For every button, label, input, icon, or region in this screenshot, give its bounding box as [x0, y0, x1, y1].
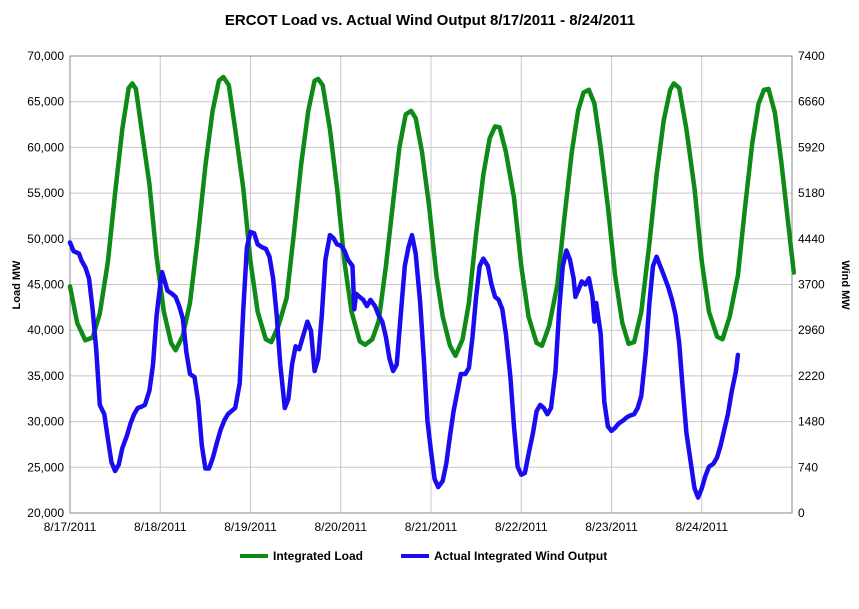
left-tick-label: 35,000 [27, 369, 64, 383]
right-tick-label: 5180 [798, 186, 825, 200]
chart-title: ERCOT Load vs. Actual Wind Output 8/17/2… [225, 12, 635, 29]
left-tick-label: 55,000 [27, 186, 64, 200]
left-tick-label: 60,000 [27, 140, 64, 154]
left-tick-label: 50,000 [27, 232, 64, 246]
right-tick-label: 3700 [798, 278, 825, 292]
x-tick-label: 8/22/2011 [495, 520, 548, 534]
left-tick-label: 40,000 [27, 323, 64, 337]
legend-label-integrated-load: Integrated Load [273, 549, 363, 563]
legend-label-wind-output: Actual Integrated Wind Output [434, 549, 607, 563]
series-line-0 [67, 74, 797, 359]
right-axis-label: Wind MW [839, 260, 851, 310]
x-tick-label: 8/21/2011 [405, 520, 458, 534]
right-tick-label: 740 [798, 460, 818, 474]
right-tick-label: 4440 [798, 232, 825, 246]
x-tick-label: 8/19/2011 [224, 520, 277, 534]
series-line-1 [67, 229, 741, 500]
left-tick-label: 25,000 [27, 460, 64, 474]
left-tick-label: 70,000 [27, 49, 64, 63]
series-layer [67, 74, 797, 500]
left-tick-label: 65,000 [27, 95, 64, 109]
left-axis-ticks: 20,000 25,000 30,000 35,000 40,000 45,000 50,0… [27, 49, 64, 520]
right-tick-label: 0 [798, 506, 805, 520]
left-tick-label: 20,000 [27, 506, 64, 520]
right-tick-label: 7400 [798, 49, 825, 63]
right-tick-label: 1480 [798, 415, 825, 429]
x-axis-ticks: 8/17/2011 8/18/2011 8/19/2011 8/20/2011 8/21… [44, 520, 729, 534]
right-tick-label: 2220 [798, 369, 825, 383]
legend: Integrated Load Actual Integrated Wind O… [240, 549, 607, 563]
left-tick-label: 30,000 [27, 415, 64, 429]
left-tick-label: 45,000 [27, 278, 64, 292]
x-tick-label: 8/18/2011 [134, 520, 187, 534]
x-tick-label: 8/24/2011 [676, 520, 729, 534]
right-axis-ticks: 0 740 1480 2220 2960 3700 4440 5180 5920 6660 7400 [798, 49, 825, 520]
right-tick-label: 6660 [798, 95, 825, 109]
x-tick-label: 8/20/2011 [315, 520, 368, 534]
left-axis-label: Load MW [11, 260, 23, 309]
x-tick-label: 8/17/2011 [44, 520, 97, 534]
x-tick-label: 8/23/2011 [585, 520, 638, 534]
right-tick-label: 5920 [798, 140, 825, 154]
right-tick-label: 2960 [798, 323, 825, 337]
